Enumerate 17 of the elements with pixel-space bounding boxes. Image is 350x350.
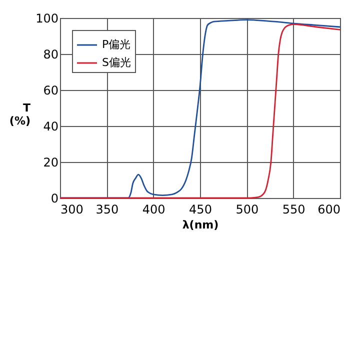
y-tick-label: 20 xyxy=(43,156,58,170)
x-tick-label: 600 xyxy=(318,202,340,216)
y-tick-label: 100 xyxy=(36,12,58,26)
y-tick-label: 60 xyxy=(43,84,58,98)
x-tick-label: 550 xyxy=(282,202,306,216)
x-axis-title: λ(nm) xyxy=(182,218,219,232)
x-tick-label: 500 xyxy=(236,202,259,216)
x-tick-label: 350 xyxy=(96,202,119,216)
y-tick-label: 40 xyxy=(43,120,58,134)
y-tick-label: 80 xyxy=(43,48,58,62)
x-tick-label: 300 xyxy=(60,202,84,216)
x-tick-label: 450 xyxy=(189,202,212,216)
y-axis-title: T (%) xyxy=(9,102,31,128)
x-tick-label: 400 xyxy=(142,202,166,216)
y-tick-label: 0 xyxy=(50,192,58,206)
legend-label: S偏光 xyxy=(102,56,131,69)
legend-label: P偏光 xyxy=(102,38,131,51)
